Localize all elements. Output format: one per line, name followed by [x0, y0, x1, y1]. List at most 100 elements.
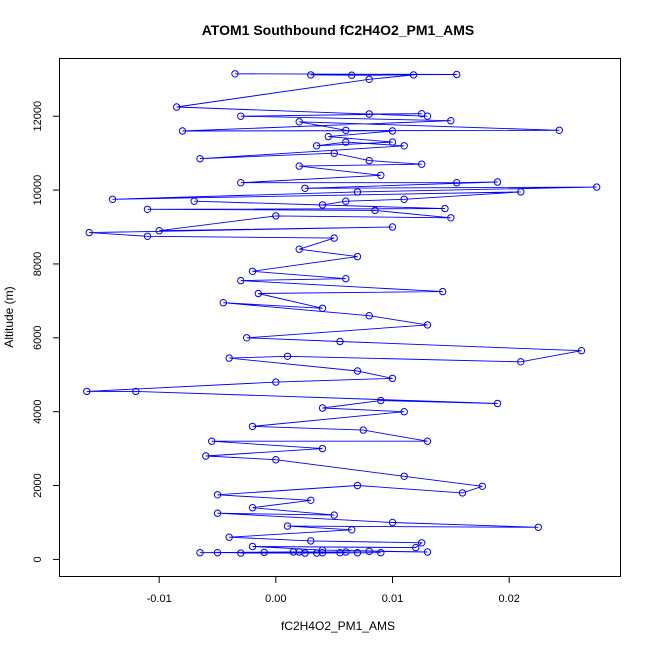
- data-point-81: [202, 452, 210, 460]
- data-point-10: [237, 112, 245, 120]
- data-point-114: [318, 549, 327, 557]
- data-point-20: [342, 138, 350, 146]
- data-point-59: [365, 312, 373, 320]
- y-tick-label: 10000: [32, 175, 44, 206]
- data-point-109: [313, 549, 321, 557]
- x-tick-label: 0.01: [382, 593, 403, 605]
- data-point-24: [365, 156, 373, 165]
- data-point-22: [196, 155, 204, 163]
- data-point-69: [272, 378, 280, 386]
- data-point-84: [478, 482, 486, 490]
- y-tick-label: 8000: [32, 252, 44, 276]
- data-point-27: [377, 171, 385, 180]
- data-point-76: [248, 422, 257, 431]
- y-tick-label: 6000: [32, 326, 44, 350]
- data-point-0: [231, 70, 239, 78]
- data-point-91: [213, 509, 222, 517]
- data-point-9: [418, 110, 426, 118]
- data-point-45: [155, 227, 163, 235]
- data-point-115: [301, 549, 309, 557]
- data-point-61: [243, 334, 251, 342]
- data-point-101: [318, 546, 327, 554]
- data-point-14: [295, 118, 303, 126]
- data-point-35: [517, 188, 525, 196]
- data-point-37: [342, 197, 350, 205]
- data-point-79: [208, 437, 216, 445]
- data-point-18: [388, 138, 397, 146]
- data-point-11: [447, 117, 455, 125]
- data-point-89: [248, 504, 257, 512]
- y-axis: 0 2000 4000 6000 8000 10000 12000: [32, 101, 60, 562]
- data-point-36: [400, 195, 408, 204]
- data-point-85: [458, 489, 467, 497]
- data-point-68: [388, 374, 397, 383]
- data-point-30: [493, 178, 502, 186]
- data-point-86: [353, 481, 362, 490]
- data-point-4: [409, 71, 418, 79]
- y-tick-label: 4000: [32, 399, 44, 423]
- series-line-0: [86, 73, 597, 554]
- data-point-57: [318, 304, 327, 312]
- x-tick-label: -0.01: [147, 593, 172, 605]
- data-point-104: [196, 549, 204, 557]
- data-point-62: [336, 337, 344, 346]
- data-point-47: [85, 228, 93, 237]
- data-point-113: [260, 548, 268, 557]
- chart-title: ATOM1 Southbound fC2H4O2_PM1_AMS: [202, 22, 475, 38]
- data-point-80: [318, 444, 327, 453]
- data-point-103: [365, 547, 373, 555]
- data-point-100: [248, 542, 257, 551]
- data-point-73: [377, 396, 385, 405]
- data-point-110: [289, 548, 297, 556]
- data-point-34: [108, 195, 117, 204]
- data-point-8: [365, 110, 373, 118]
- data-point-49: [330, 234, 338, 242]
- data-point-38: [318, 201, 327, 209]
- y-tick-label: 12000: [32, 101, 44, 132]
- data-point-107: [237, 549, 245, 557]
- data-point-6: [173, 103, 181, 111]
- data-point-82: [272, 456, 280, 464]
- data-point-72: [493, 399, 502, 408]
- data-point-90: [330, 511, 338, 519]
- data-point-70: [83, 387, 91, 396]
- data-point-116: [342, 548, 350, 556]
- data-point-39: [190, 197, 198, 205]
- data-point-83: [400, 472, 408, 480]
- y-tick-label: 0: [32, 556, 44, 562]
- data-point-44: [272, 212, 280, 220]
- x-axis-label: fC2H4O2_PM1_AMS: [281, 619, 395, 633]
- data-point-74: [318, 404, 327, 412]
- data-point-19: [313, 142, 321, 150]
- data-point-112: [353, 549, 362, 557]
- data-point-50: [295, 245, 303, 253]
- data-point-71: [132, 387, 140, 396]
- data-point-54: [237, 276, 245, 285]
- data-point-40: [441, 204, 449, 213]
- data-point-25: [418, 160, 426, 168]
- data-point-55: [439, 287, 447, 296]
- plot-area: [83, 70, 601, 557]
- data-point-63: [577, 347, 586, 355]
- data-point-1: [453, 70, 461, 79]
- data-point-53: [342, 275, 350, 283]
- data-point-12: [178, 127, 187, 135]
- data-point-17: [324, 132, 332, 141]
- data-point-77: [359, 426, 367, 434]
- data-point-58: [219, 299, 228, 307]
- data-point-3: [348, 71, 356, 79]
- data-point-87: [213, 491, 222, 499]
- data-point-65: [283, 352, 292, 360]
- data-point-96: [225, 533, 233, 541]
- data-point-67: [353, 367, 362, 375]
- data-point-60: [423, 321, 432, 329]
- data-point-111: [213, 549, 222, 557]
- data-point-98: [418, 539, 426, 547]
- data-point-97: [307, 537, 315, 545]
- y-axis-label: Altitude (m): [2, 286, 16, 347]
- y-tick-label: 2000: [32, 473, 44, 497]
- x-tick-label: 0.02: [498, 593, 519, 605]
- data-point-2: [307, 71, 315, 79]
